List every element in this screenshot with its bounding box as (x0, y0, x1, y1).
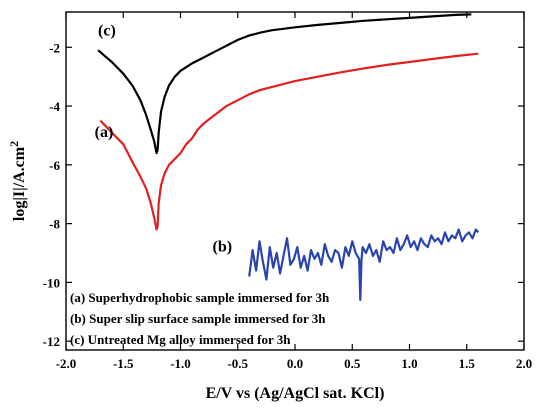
y-tick-label: -8 (49, 217, 60, 232)
series-line (97, 13, 472, 155)
y-tick-label: -2 (49, 40, 60, 55)
y-tick-label: -12 (43, 334, 60, 349)
legend-entry: (b) Super slip surface sample immersed f… (70, 311, 326, 326)
x-tick-label: 1.0 (401, 356, 417, 371)
x-tick-label: 2.0 (516, 356, 532, 371)
x-tick-label: -2.0 (56, 356, 77, 371)
y-axis-ticks: -12 -10 -8 -6 -4 -2 (43, 40, 524, 349)
y-tick-label: -4 (49, 99, 60, 114)
series-annotation: (c) (98, 23, 116, 40)
y-axis-label: log|I|/A.cm2 (7, 141, 28, 221)
y-axis-label-superscript: 2 (7, 141, 21, 147)
y-tick-label: -10 (43, 275, 60, 290)
y-tick-label: -6 (49, 158, 60, 173)
y-axis-label-main: log|I|/A.cm (11, 146, 28, 221)
series-layer (97, 13, 480, 302)
annotation-layer: (c) (a) (b) (95, 23, 232, 256)
series-line (99, 52, 479, 231)
x-tick-label: -0.5 (227, 356, 248, 371)
x-tick-label: 0.0 (287, 356, 303, 371)
legend: (a) Superhydrophobic sample immersed for… (70, 290, 330, 347)
x-tick-label: 1.5 (459, 356, 476, 371)
series-annotation: (a) (95, 124, 114, 141)
x-axis-ticks: -2.0 -1.5 -1.0 -0.5 0.0 0.5 1.0 1.5 2.0 (56, 12, 532, 371)
y-axis-label-group: log|I|/A.cm2 (7, 141, 28, 221)
legend-entry: (c) Untreated Mg alloy immersed for 3h (70, 332, 291, 347)
series-line (248, 228, 480, 302)
x-tick-label: -1.5 (113, 356, 134, 371)
series-annotation: (b) (213, 239, 233, 256)
x-axis-label: E/V vs (Ag/AgCl sat. KCl) (206, 385, 385, 402)
legend-entry: (a) Superhydrophobic sample immersed for… (70, 290, 330, 305)
x-tick-label: 0.5 (344, 356, 361, 371)
x-tick-label: -1.0 (170, 356, 191, 371)
